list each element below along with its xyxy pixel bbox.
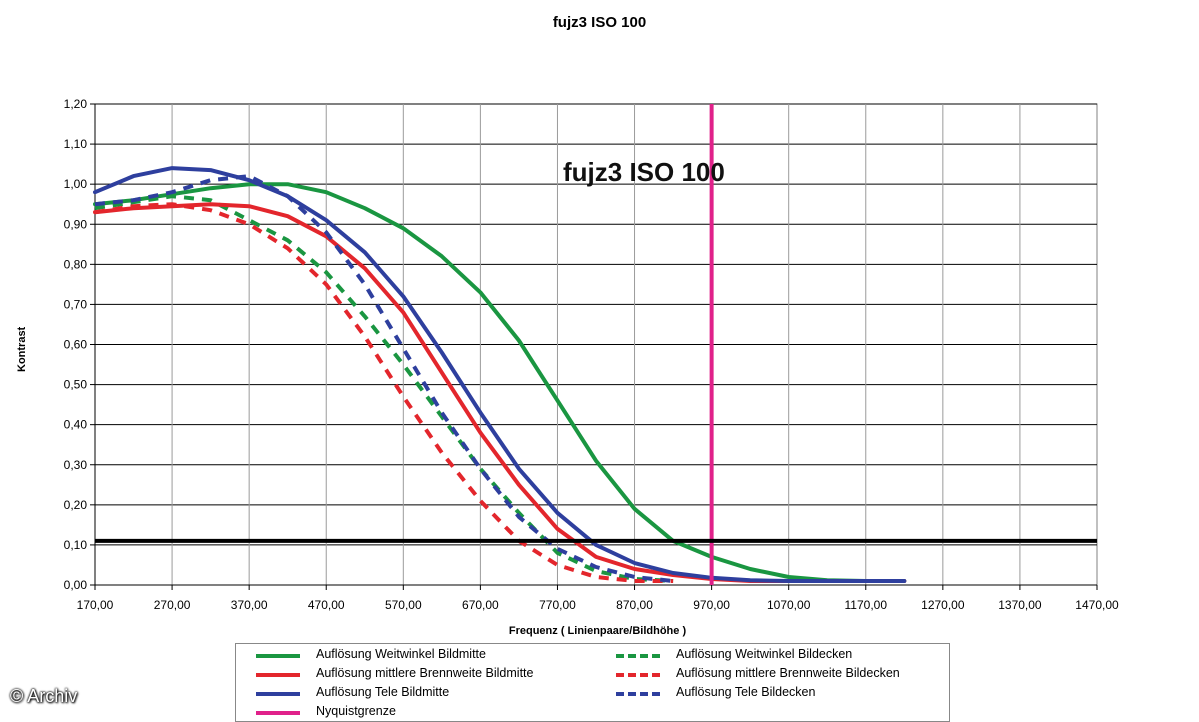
chart-title: fujz3 ISO 100	[552, 14, 647, 31]
x-tick-label: 770,00	[539, 598, 576, 612]
y-tick-label: 0,00	[64, 578, 88, 592]
y-tick-label: 0,80	[64, 257, 88, 271]
series-line-4	[94, 202, 674, 583]
legend-swatch	[256, 692, 300, 696]
x-tick-label: 270,00	[154, 598, 191, 612]
x-tick-label: 670,00	[462, 598, 499, 612]
x-tick-label: 1470,00	[1075, 598, 1119, 612]
series-line-1	[93, 182, 907, 583]
y-tick-label: 1,10	[64, 137, 88, 151]
legend-label: Auflösung Weitwinkel Bildecken	[676, 647, 853, 661]
x-tick-label: 570,00	[385, 598, 422, 612]
y-tick-label: 0,40	[64, 418, 88, 432]
x-tick-label: 1070,00	[767, 598, 811, 612]
x-axis-label: Frequenz ( Linienpaare/Bildhöhe )	[508, 625, 687, 637]
y-axis-label: Kontrast	[16, 326, 28, 372]
copyright-watermark: © Archiv	[10, 686, 78, 706]
x-axis-label-wrap: Frequenz ( Linienpaare/Bildhöhe )	[0, 625, 1199, 637]
series-line-6	[94, 174, 674, 583]
y-tick-label: 0,20	[64, 498, 88, 512]
x-tick-label: 870,00	[616, 598, 653, 612]
y-tick-label: 0,60	[64, 338, 88, 352]
legend-swatch	[256, 711, 300, 715]
y-tick-label: 0,10	[64, 538, 88, 552]
plot-area: 0,00 0,10 0,20 0,30 0,40 0,50 0,60 0,70 0,80 0,90…	[64, 97, 1119, 612]
y-tick-label: 0,50	[64, 378, 88, 392]
legend-label: Nyquistgrenze	[316, 704, 396, 718]
y-tick-label: 0,30	[64, 458, 88, 472]
legend: Auflösung Weitwinkel Bildmitte Auflösung …	[235, 643, 950, 722]
x-tick-label: 470,00	[308, 598, 345, 612]
legend-label: Auflösung mittlere Brennweite Bildmitte	[316, 666, 534, 680]
legend-label: Auflösung Tele Bildecken	[676, 685, 816, 699]
legend-swatch	[616, 673, 660, 677]
x-tick-label: 1170,00	[845, 598, 888, 612]
legend-swatch	[616, 654, 660, 658]
legend-swatch	[256, 654, 300, 658]
legend-swatch	[256, 673, 300, 677]
y-tick-label: 1,00	[64, 177, 88, 191]
x-tick-label: 970,00	[693, 598, 730, 612]
x-tick-label: 1270,00	[921, 598, 965, 612]
x-tick-label: 1370,00	[998, 598, 1042, 612]
y-tick-label: 1,20	[64, 97, 88, 111]
legend-label: Auflösung mittlere Brennweite Bildecken	[676, 666, 900, 680]
y-tick-label: 0,90	[64, 217, 88, 231]
legend-label: Auflösung Weitwinkel Bildmitte	[316, 647, 486, 661]
x-tick-label: 170,00	[77, 598, 114, 612]
x-tick-label: 370,00	[231, 598, 268, 612]
y-tick-label: 0,70	[64, 297, 88, 311]
plot-inner-title: fujz3 ISO 100	[563, 157, 725, 187]
legend-label: Auflösung Tele Bildmitte	[316, 685, 450, 699]
series-line-5	[93, 166, 907, 583]
legend-swatch	[616, 692, 660, 696]
series-line-2	[94, 194, 674, 583]
